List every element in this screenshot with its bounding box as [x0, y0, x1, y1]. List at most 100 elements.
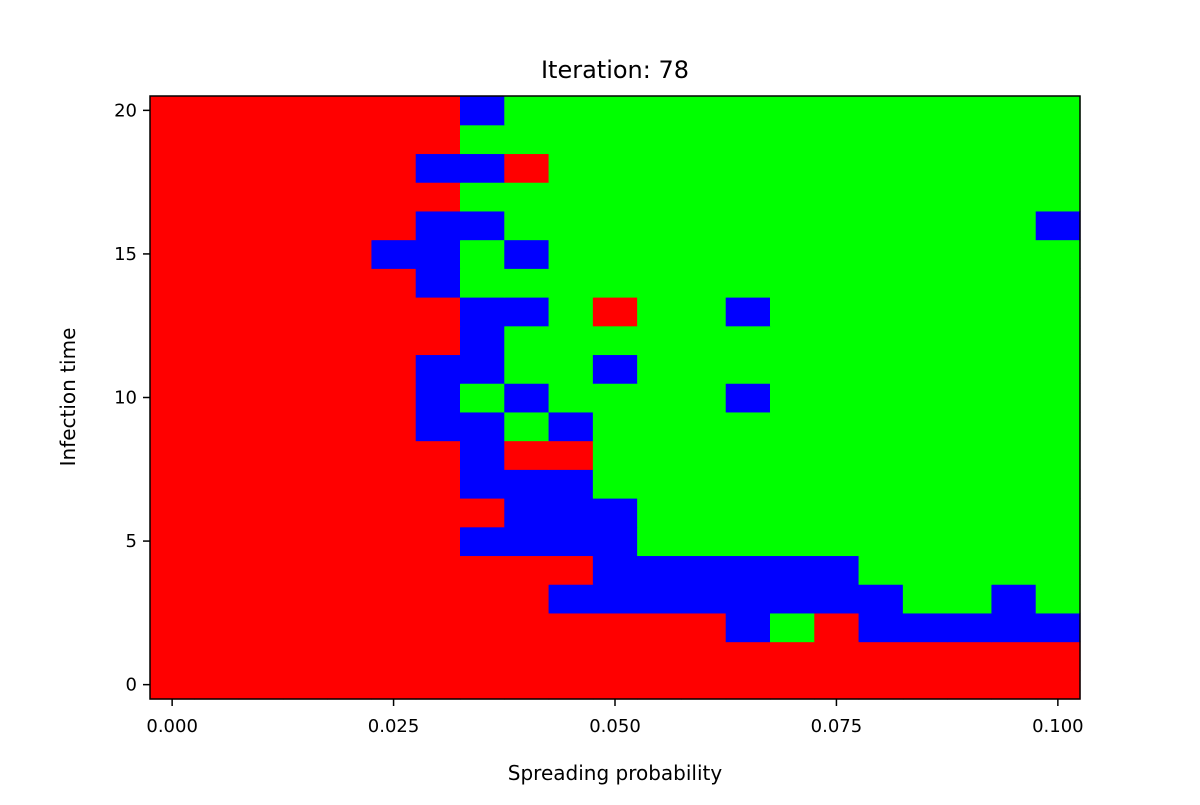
heatmap-cell-red: [194, 498, 240, 528]
heatmap-cell-blue: [415, 210, 461, 241]
heatmap-cell-green: [814, 124, 860, 155]
heatmap-cell-green: [814, 325, 860, 356]
heatmap-cell-blue: [592, 555, 638, 585]
heatmap-cell-green: [592, 210, 638, 241]
heatmap-cell-green: [548, 268, 594, 298]
heatmap-cell-green: [770, 411, 815, 442]
heatmap-cell-green: [725, 440, 771, 470]
heatmap-cell-red: [150, 153, 195, 183]
heatmap-cell-green: [548, 383, 594, 413]
heatmap-cell-green: [814, 440, 860, 470]
heatmap-cell-red: [858, 641, 904, 671]
heatmap-cell-green: [858, 268, 904, 298]
heatmap-cell-red: [194, 210, 240, 241]
heatmap-cell-red: [681, 641, 727, 671]
heatmap-cell-green: [725, 239, 771, 269]
heatmap-cell-red: [238, 383, 284, 413]
heatmap-cell-red: [1035, 641, 1081, 671]
heatmap-cell-green: [814, 383, 860, 413]
heatmap-cell-green: [681, 383, 727, 413]
heatmap-cell-green: [460, 268, 505, 298]
heatmap-cell-green: [637, 526, 683, 557]
heatmap-cell-green: [991, 96, 1037, 126]
heatmap-cell-green: [902, 440, 948, 470]
heatmap-cell-green: [1035, 124, 1081, 155]
heatmap-cell-red: [592, 297, 638, 327]
heatmap-cell-green: [1035, 96, 1081, 126]
heatmap-cell-blue: [770, 555, 815, 585]
heatmap-cell-green: [814, 297, 860, 327]
heatmap-cell-green: [947, 96, 993, 126]
heatmap-cell-red: [282, 383, 328, 413]
heatmap-cell-green: [902, 383, 948, 413]
heatmap-cell-green: [770, 297, 815, 327]
heatmap-cell-red: [770, 670, 815, 700]
heatmap-cell-red: [371, 469, 417, 499]
heatmap-cell-red: [327, 124, 373, 155]
heatmap-cell-red: [282, 268, 328, 298]
heatmap-cell-green: [1035, 354, 1081, 384]
heatmap-cell-red: [150, 354, 195, 384]
x-axis: 0.000 0.025 0.050 0.075 0.100: [146, 699, 1084, 737]
heatmap-cell-red: [282, 670, 328, 700]
heatmap-cell-green: [592, 124, 638, 155]
heatmap-cell-red: [371, 210, 417, 241]
heatmap-cell-green: [902, 210, 948, 241]
heatmap-cell-green: [991, 469, 1037, 499]
heatmap-cell-green: [902, 297, 948, 327]
heatmap-cell-red: [238, 210, 284, 241]
heatmap-cell-red: [194, 469, 240, 499]
heatmap-cell-red: [460, 612, 505, 643]
heatmap-cell-green: [770, 268, 815, 298]
heatmap-cell-green: [1035, 526, 1081, 557]
heatmap-cell-blue: [548, 411, 594, 442]
heatmap-cell-green: [814, 268, 860, 298]
chart-title: Iteration: 78: [541, 56, 689, 84]
heatmap-cell-red: [371, 96, 417, 126]
heatmap-cell-green: [681, 498, 727, 528]
heatmap-cell-red: [238, 239, 284, 269]
heatmap-cell-red: [371, 268, 417, 298]
heatmap-cell-green: [1035, 268, 1081, 298]
heatmap-cell-green: [991, 210, 1037, 241]
heatmap-cell-blue: [637, 584, 683, 614]
heatmap-cell-red: [637, 641, 683, 671]
heatmap-cell-green: [858, 498, 904, 528]
heatmap-cell-green: [592, 440, 638, 470]
heatmap-cell-green: [504, 96, 550, 126]
heatmap-cell-green: [947, 354, 993, 384]
heatmap-cell-red: [282, 239, 328, 269]
heatmap-cell-red: [194, 239, 240, 269]
heatmap-cell-green: [947, 182, 993, 212]
heatmap-cell-green: [460, 124, 505, 155]
heatmap-cell-green: [681, 440, 727, 470]
heatmap-cell-green: [681, 182, 727, 212]
heatmap-cell-green: [592, 182, 638, 212]
y-tick-label: 5: [126, 531, 137, 552]
heatmap-cell-red: [327, 153, 373, 183]
heatmap-cell-green: [947, 239, 993, 269]
heatmap-cell-green: [902, 498, 948, 528]
heatmap-cell-green: [548, 153, 594, 183]
heatmap-cell-red: [194, 325, 240, 356]
heatmap-cell-green: [592, 411, 638, 442]
heatmap-cell-red: [282, 182, 328, 212]
heatmap-cell-blue: [460, 96, 505, 126]
heatmap-cell-red: [592, 670, 638, 700]
heatmap-cell-green: [1035, 440, 1081, 470]
heatmap-cell-red: [282, 584, 328, 614]
heatmap-cell-red: [371, 325, 417, 356]
heatmap-cell-green: [902, 153, 948, 183]
heatmap-cell-green: [947, 440, 993, 470]
heatmap-cell-red: [415, 612, 461, 643]
y-tick-label: 10: [114, 388, 137, 409]
heatmap-cell-green: [814, 411, 860, 442]
heatmap-cell-green: [902, 411, 948, 442]
heatmap-cell-red: [327, 584, 373, 614]
heatmap-cell-blue: [460, 210, 505, 241]
heatmap-cell-red: [238, 354, 284, 384]
heatmap-cell-red: [150, 469, 195, 499]
heatmap-cell-green: [592, 239, 638, 269]
heatmap-cell-green: [637, 96, 683, 126]
